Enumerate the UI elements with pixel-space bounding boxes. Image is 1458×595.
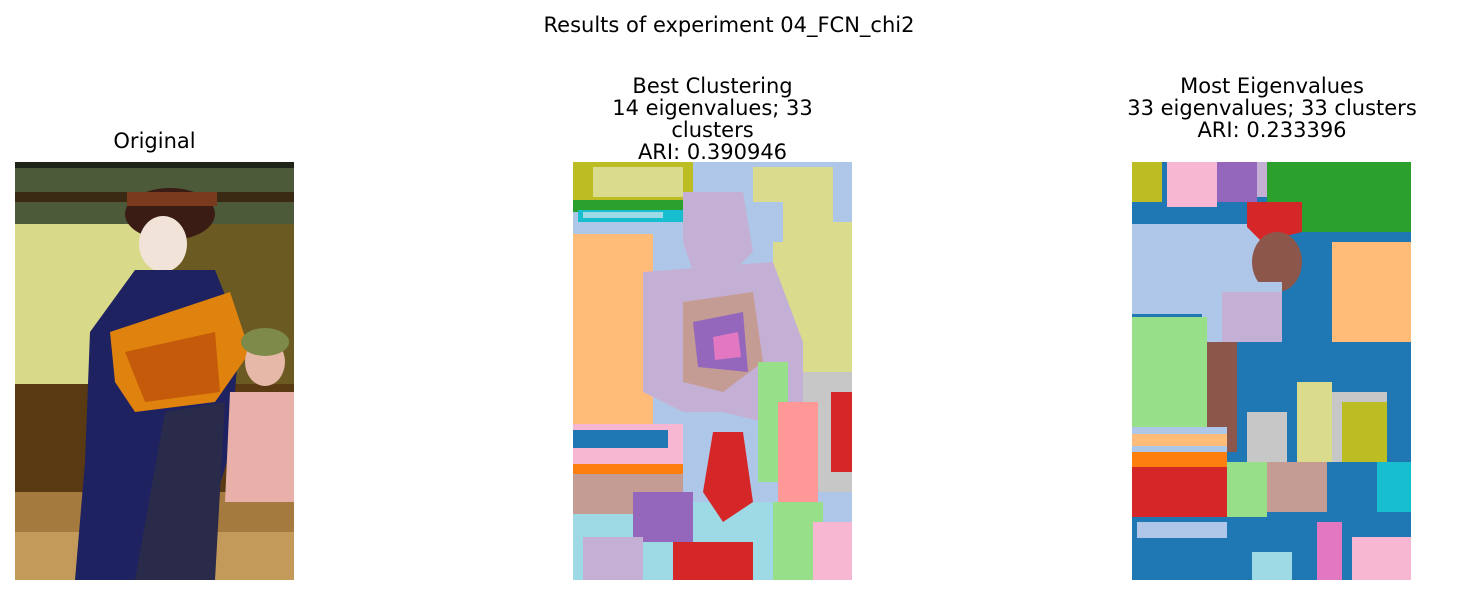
figure-suptitle: Results of experiment 04_FCN_chi2 bbox=[543, 13, 915, 37]
panel-title-best-clustering: Best Clustering 14 eigenvalues; 33 clust… bbox=[612, 74, 813, 164]
panel-title-original: Original bbox=[113, 129, 196, 153]
best-clustering-image bbox=[573, 162, 852, 580]
panel-title-most-eigenvalues: Most Eigenvalues 33 eigenvalues; 33 clus… bbox=[1127, 74, 1417, 142]
most-eigenvalues-image bbox=[1132, 162, 1411, 580]
original-image bbox=[15, 162, 294, 580]
